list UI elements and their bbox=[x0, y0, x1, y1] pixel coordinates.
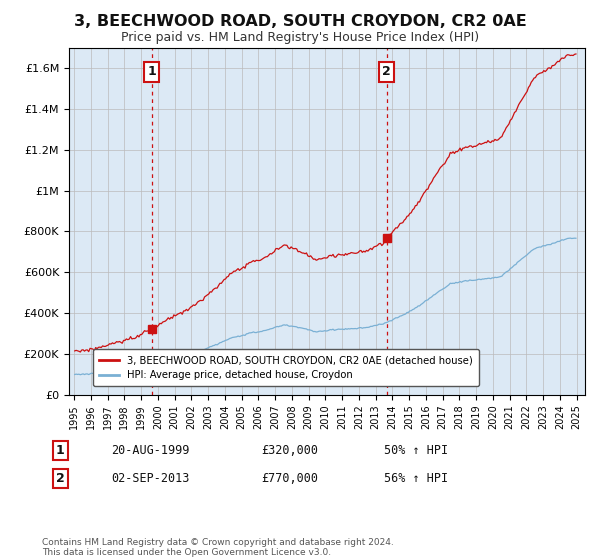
Text: 2: 2 bbox=[56, 472, 64, 486]
Text: Price paid vs. HM Land Registry's House Price Index (HPI): Price paid vs. HM Land Registry's House … bbox=[121, 31, 479, 44]
Text: 2: 2 bbox=[382, 66, 391, 78]
Text: 50% ↑ HPI: 50% ↑ HPI bbox=[384, 444, 448, 458]
Text: 1: 1 bbox=[56, 444, 64, 458]
Text: £770,000: £770,000 bbox=[261, 472, 318, 486]
Text: 3, BEECHWOOD ROAD, SOUTH CROYDON, CR2 0AE: 3, BEECHWOOD ROAD, SOUTH CROYDON, CR2 0A… bbox=[74, 14, 526, 29]
Legend: 3, BEECHWOOD ROAD, SOUTH CROYDON, CR2 0AE (detached house), HPI: Average price, : 3, BEECHWOOD ROAD, SOUTH CROYDON, CR2 0A… bbox=[93, 349, 479, 386]
Text: 56% ↑ HPI: 56% ↑ HPI bbox=[384, 472, 448, 486]
Text: 20-AUG-1999: 20-AUG-1999 bbox=[111, 444, 190, 458]
Text: 1: 1 bbox=[148, 66, 156, 78]
Text: 02-SEP-2013: 02-SEP-2013 bbox=[111, 472, 190, 486]
Text: Contains HM Land Registry data © Crown copyright and database right 2024.
This d: Contains HM Land Registry data © Crown c… bbox=[42, 538, 394, 557]
Text: £320,000: £320,000 bbox=[261, 444, 318, 458]
